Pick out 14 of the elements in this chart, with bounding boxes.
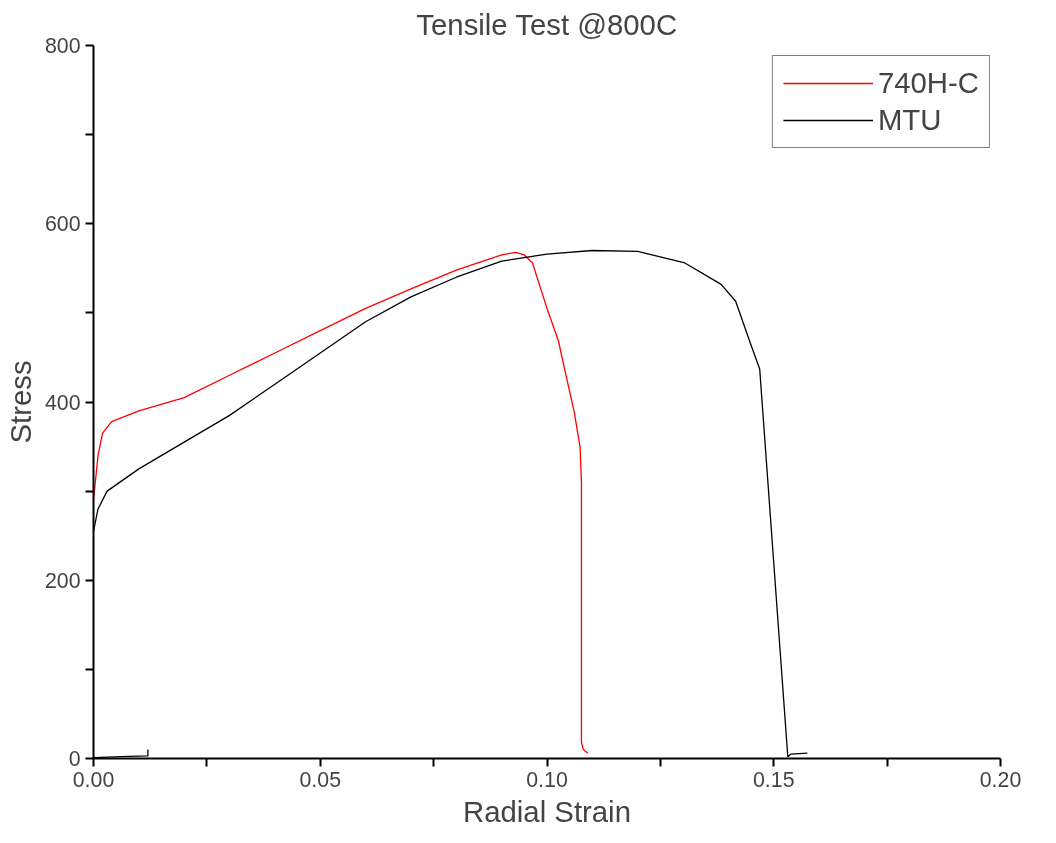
- y-tick-label: 800: [44, 34, 81, 58]
- x-tick-label: 0.10: [526, 767, 568, 792]
- y-axis-title: Stress: [3, 360, 37, 444]
- legend-label: 740H-C: [877, 66, 979, 100]
- y-tick-label: 200: [44, 568, 81, 593]
- x-tick-label: 0.15: [752, 767, 795, 792]
- y-tick-label: 600: [44, 212, 81, 237]
- x-tick-label: 0.20: [979, 767, 1022, 792]
- chart-title: Tensile Test @800C: [416, 7, 678, 41]
- line-series: [93, 251, 589, 754]
- x-tick-label: 0.05: [299, 767, 342, 792]
- legend-label: MTU: [877, 103, 942, 137]
- x-axis-title: Radial Strain: [463, 794, 631, 828]
- y-tick-label: 400: [44, 390, 81, 415]
